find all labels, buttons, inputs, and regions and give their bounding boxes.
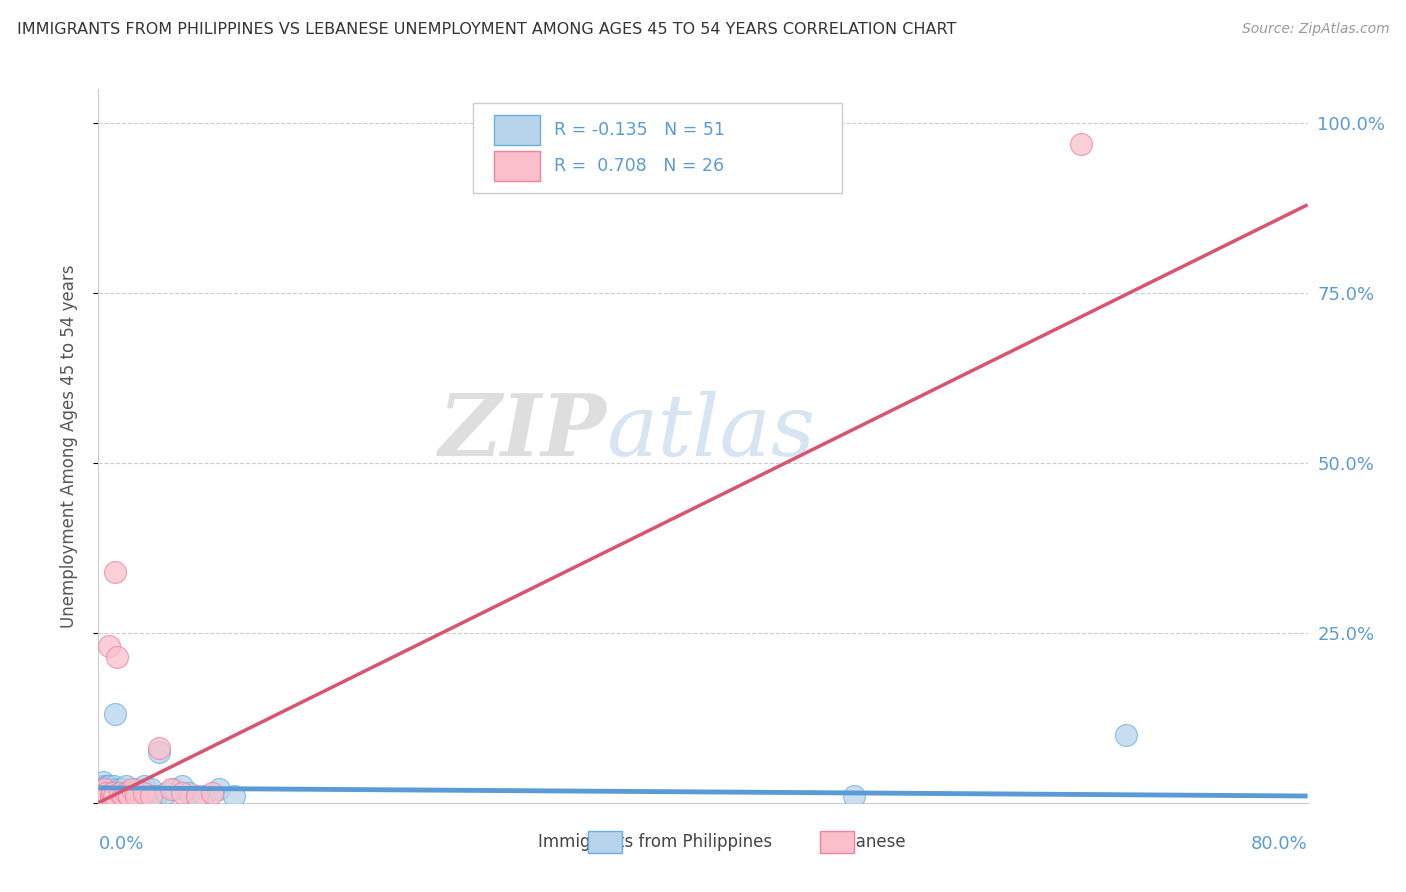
Point [94, 786, 117, 800]
Point [108, 786, 131, 800]
Point [89, 782, 111, 797]
Point [91, 782, 114, 797]
Point [90, 779, 112, 793]
Text: Source: ZipAtlas.com: Source: ZipAtlas.com [1241, 22, 1389, 37]
Point [91, 775, 114, 789]
Point [94, 786, 117, 800]
Point [105, 782, 128, 797]
Point [114, 786, 136, 800]
Text: 0.0%: 0.0% [98, 835, 143, 853]
Point [118, 789, 141, 803]
Text: IMMIGRANTS FROM PHILIPPINES VS LEBANESE UNEMPLOYMENT AMONG AGES 45 TO 54 YEARS C: IMMIGRANTS FROM PHILIPPINES VS LEBANESE … [17, 22, 956, 37]
Point [125, 782, 148, 797]
Point [96, 789, 118, 803]
Point [93, 789, 115, 803]
Point [125, 789, 148, 803]
Point [121, 789, 143, 803]
Point [101, 786, 124, 800]
Point [96, 786, 118, 800]
Point [104, 707, 127, 722]
Point [103, 779, 125, 793]
Point [155, 786, 177, 800]
Point [201, 786, 224, 800]
Point [89, 789, 111, 803]
Point [98, 782, 121, 797]
Point [100, 789, 122, 803]
Point [163, 782, 186, 797]
Point [105, 649, 128, 664]
Point [98, 779, 121, 793]
Point [93, 782, 115, 797]
Point [170, 779, 193, 793]
Point [90, 789, 112, 803]
Point [107, 786, 129, 800]
Point [145, 789, 167, 803]
Point [193, 789, 215, 803]
Point [170, 786, 193, 800]
Point [1115, 728, 1137, 742]
Point [186, 789, 208, 803]
Point [160, 782, 183, 797]
Point [91, 786, 114, 800]
Point [112, 782, 135, 797]
Point [121, 782, 143, 797]
Point [118, 786, 141, 800]
FancyBboxPatch shape [820, 831, 855, 853]
Point [141, 789, 163, 803]
Point [94, 782, 117, 797]
Point [89, 786, 111, 800]
Text: R = -0.135   N = 51: R = -0.135 N = 51 [554, 121, 725, 139]
Point [98, 786, 121, 800]
Point [111, 786, 134, 800]
Text: Immigrants from Philippines: Immigrants from Philippines [537, 833, 772, 852]
Point [132, 779, 155, 793]
Point [94, 779, 117, 793]
Point [103, 789, 125, 803]
Point [101, 789, 124, 803]
Point [132, 786, 155, 800]
FancyBboxPatch shape [588, 831, 621, 853]
Point [100, 786, 122, 800]
Point [100, 782, 122, 797]
Point [110, 782, 132, 797]
Point [135, 789, 157, 803]
Point [91, 789, 114, 803]
Point [104, 565, 127, 579]
FancyBboxPatch shape [474, 103, 842, 193]
Point [93, 782, 115, 797]
Text: atlas: atlas [606, 391, 815, 473]
Point [208, 782, 231, 797]
FancyBboxPatch shape [494, 151, 540, 180]
Point [98, 640, 121, 654]
Point [93, 786, 115, 800]
Y-axis label: Unemployment Among Ages 45 to 54 years: Unemployment Among Ages 45 to 54 years [59, 264, 77, 628]
Point [103, 786, 125, 800]
Point [141, 782, 163, 797]
FancyBboxPatch shape [494, 115, 540, 145]
Point [1070, 136, 1092, 151]
Point [224, 789, 246, 803]
Text: R =  0.708   N = 26: R = 0.708 N = 26 [554, 157, 724, 175]
Point [148, 745, 170, 759]
Point [844, 789, 866, 803]
Point [90, 786, 112, 800]
Point [114, 779, 136, 793]
Text: ZIP: ZIP [439, 390, 606, 474]
Point [96, 779, 118, 793]
Point [108, 789, 131, 803]
Point [96, 789, 118, 803]
Point [111, 789, 134, 803]
Point [148, 741, 170, 756]
Point [179, 786, 201, 800]
Point [129, 786, 152, 800]
Text: 80.0%: 80.0% [1251, 835, 1308, 853]
Text: Lebanese: Lebanese [827, 833, 905, 852]
Point [101, 782, 124, 797]
